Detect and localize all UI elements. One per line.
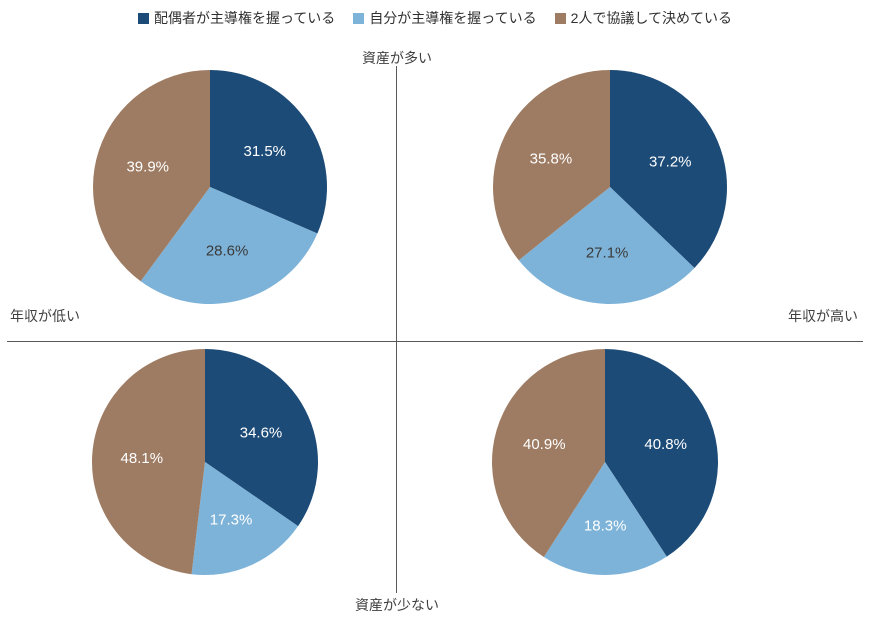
pie-slice-label: 48.1% [121,450,164,467]
legend-label-self-leads: 自分が主導権を握っている [369,10,537,26]
horizontal-axis-line [7,341,863,342]
legend-swatch-decide-together [554,12,566,24]
legend-swatch-spouse-leads [138,12,149,24]
vertical-axis-line [396,66,397,593]
chart-legend: 配偶者が主導権を握っている 自分が主導権を握っている 2人で協議して決めている [0,8,870,28]
axis-label-assets-low: 資産が少ない [355,597,439,613]
pie-svg: 31.5% 28.6% 39.9% [92,70,327,304]
legend-item-spouse-leads: 配偶者が主導権を握っている [138,8,335,28]
pie-svg: 34.6% 17.3% 48.1% [91,349,318,575]
pie-slice [205,349,318,527]
pie-slice [543,462,667,575]
legend-label-spouse-leads: 配偶者が主導権を握っている [154,10,336,26]
axis-label-income-high: 年収が高い [788,308,858,324]
pie-slice [492,349,605,558]
pie-slice [191,462,299,575]
pie-slice-label: 31.5% [243,143,286,160]
pie-slice-label: 40.9% [523,436,566,453]
pie-slice [605,349,718,557]
legend-item-self-leads: 自分が主導権を握っている [353,8,537,28]
pie-slice-label: 18.3% [584,517,627,534]
pie-slice-label: 40.8% [644,436,687,453]
pie-slice [210,70,327,234]
pie-slice-label: 28.6% [206,242,249,259]
legend-label-decide-together: 2人で協議して決めている [570,10,732,26]
pie-slice [92,70,210,282]
pie-slice [140,187,318,304]
pie-slice [610,70,727,268]
axis-label-assets-high: 資産が多い [362,50,432,66]
pie-svg: 37.2% 27.1% 35.8% [493,70,727,304]
axis-label-income-low: 年収が低い [10,308,80,324]
pie-slice-label: 17.3% [210,512,253,529]
pie-slice-label: 39.9% [126,159,169,176]
pie-slice-label: 27.1% [586,244,629,261]
pie-slice [518,187,695,304]
legend-item-decide-together: 2人で協議して決めている [554,8,732,28]
legend-swatch-self-leads [353,12,365,24]
pie-slice [493,70,610,261]
pie-chart-assets-high-income-low: 31.5% 28.6% 39.9% [90,67,330,307]
pie-chart-assets-high-income-high: 37.2% 27.1% 35.8% [490,67,730,307]
pie-slice-label: 37.2% [649,153,692,170]
pie-chart-assets-low-income-high: 40.8% 18.3% 40.9% [485,342,725,582]
pie-slice [91,349,205,575]
pie-slice-label: 34.6% [240,425,283,442]
pie-chart-assets-low-income-low: 34.6% 17.3% 48.1% [85,342,325,582]
pie-slice-label: 35.8% [530,151,573,168]
pie-svg: 40.8% 18.3% 40.9% [492,349,718,575]
